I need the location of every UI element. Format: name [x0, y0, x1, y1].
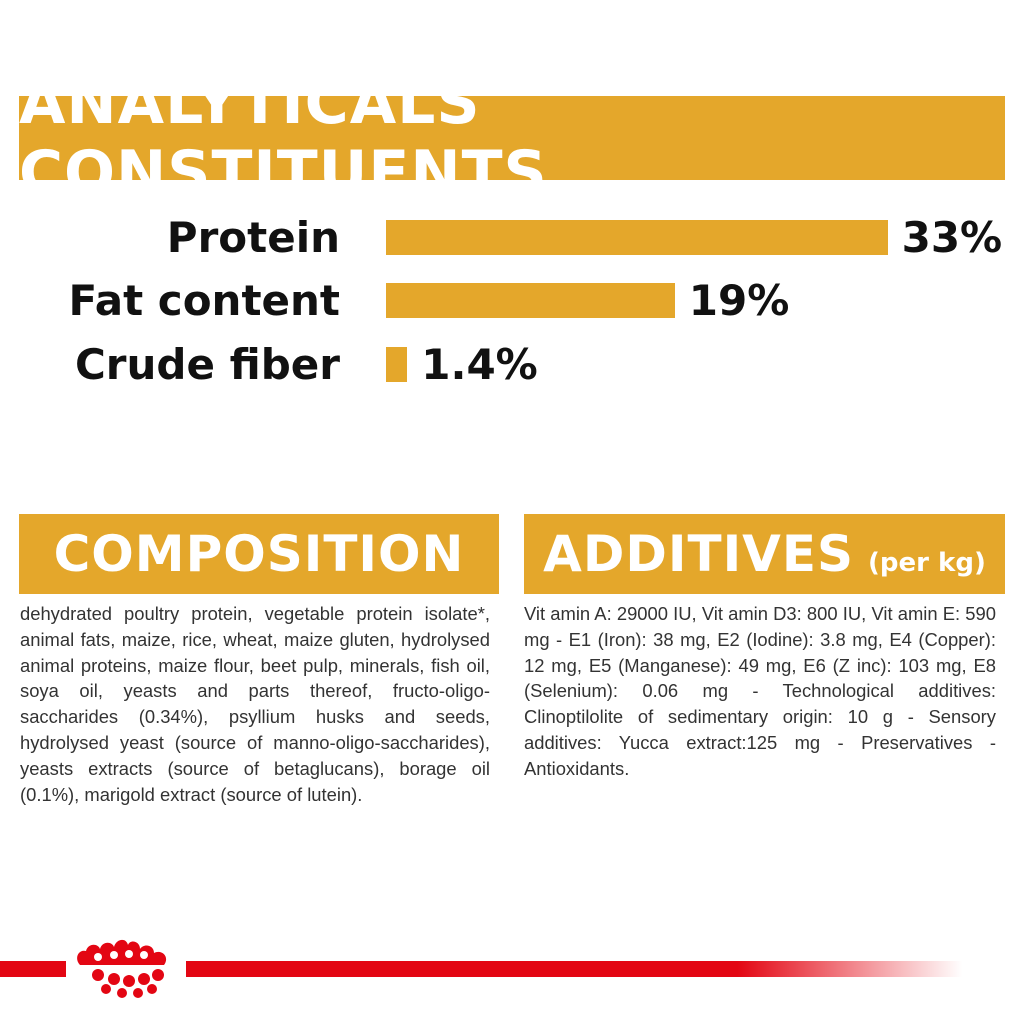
crude-fiber-label: Crude fiber	[74, 340, 340, 389]
composition-text: dehydrated poultry protein, vegetable pr…	[20, 603, 490, 805]
crown-logo-icon	[66, 935, 186, 999]
additives-title: ADDITIVES	[543, 525, 855, 583]
composition-title: COMPOSITION	[53, 525, 465, 583]
analytics-banner: ANALYTICALS CONSTITUENTS	[19, 68, 1005, 208]
additives-banner: ADDITIVES (per kg)	[524, 514, 1005, 594]
analytics-title: ANALYTICALS CONSTITUENTS	[19, 68, 548, 208]
footer-stripe	[0, 961, 1024, 977]
protein-bar	[386, 220, 888, 255]
fat-content-bar	[386, 283, 675, 318]
additives-text: Vit amin A: 29000 IU, Vit amin D3: 800 I…	[524, 603, 996, 779]
protein-value: 33%	[901, 213, 1003, 262]
fat-content-label: Fat content	[68, 276, 340, 325]
crude-fiber-bar	[386, 347, 408, 382]
additives-subtitle: (per kg)	[868, 548, 986, 578]
protein-label: Protein	[166, 213, 340, 262]
composition-banner: COMPOSITION	[19, 514, 499, 594]
crude-fiber-value: 1.4%	[421, 340, 538, 389]
fat-content-value: 19%	[688, 276, 790, 325]
